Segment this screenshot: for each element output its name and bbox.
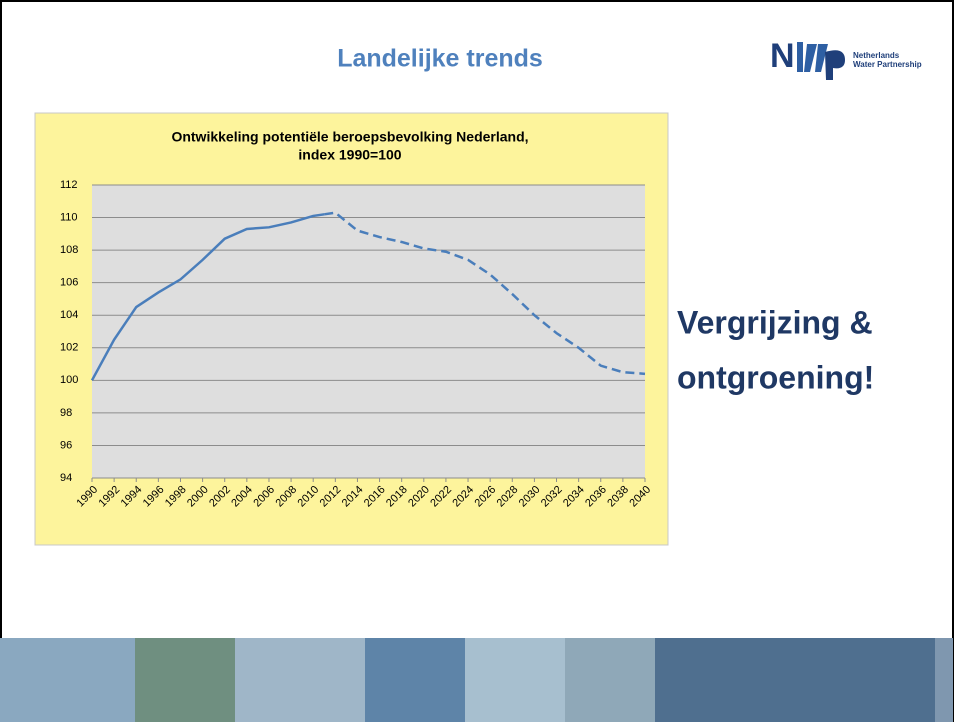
y-tick-label: 112 xyxy=(60,179,78,191)
photo xyxy=(135,638,235,722)
photo xyxy=(0,638,135,722)
logo-text: Netherlands xyxy=(853,51,900,60)
y-tick-label: 104 xyxy=(60,309,78,321)
photo-strip xyxy=(0,638,953,722)
slide-title: Landelijke trends xyxy=(337,45,543,73)
y-tick-label: 108 xyxy=(60,244,78,256)
y-tick-label: 94 xyxy=(60,472,72,484)
chart-title: index 1990=100 xyxy=(298,147,401,163)
y-tick-label: 102 xyxy=(60,342,78,354)
photo xyxy=(235,638,365,722)
y-tick-label: 110 xyxy=(60,211,78,223)
slide: Landelijke trends N Netherlands Water Pa… xyxy=(0,0,954,722)
side-text: Vergrijzing & xyxy=(677,304,873,340)
y-tick-label: 106 xyxy=(60,277,78,289)
logo-mark: N xyxy=(770,37,795,75)
y-tick-label: 98 xyxy=(60,407,72,419)
photo xyxy=(935,638,953,722)
side-text: ontgroening! xyxy=(677,359,874,395)
chart-title: Ontwikkeling potentiële beroepsbevolking… xyxy=(171,129,528,145)
y-tick-label: 100 xyxy=(60,374,78,386)
photo xyxy=(465,638,565,722)
photo xyxy=(655,638,935,722)
logo-text: Water Partnership xyxy=(853,60,922,69)
plot-area xyxy=(92,185,645,478)
photo xyxy=(365,638,465,722)
y-tick-label: 96 xyxy=(60,439,72,451)
photo xyxy=(565,638,655,722)
